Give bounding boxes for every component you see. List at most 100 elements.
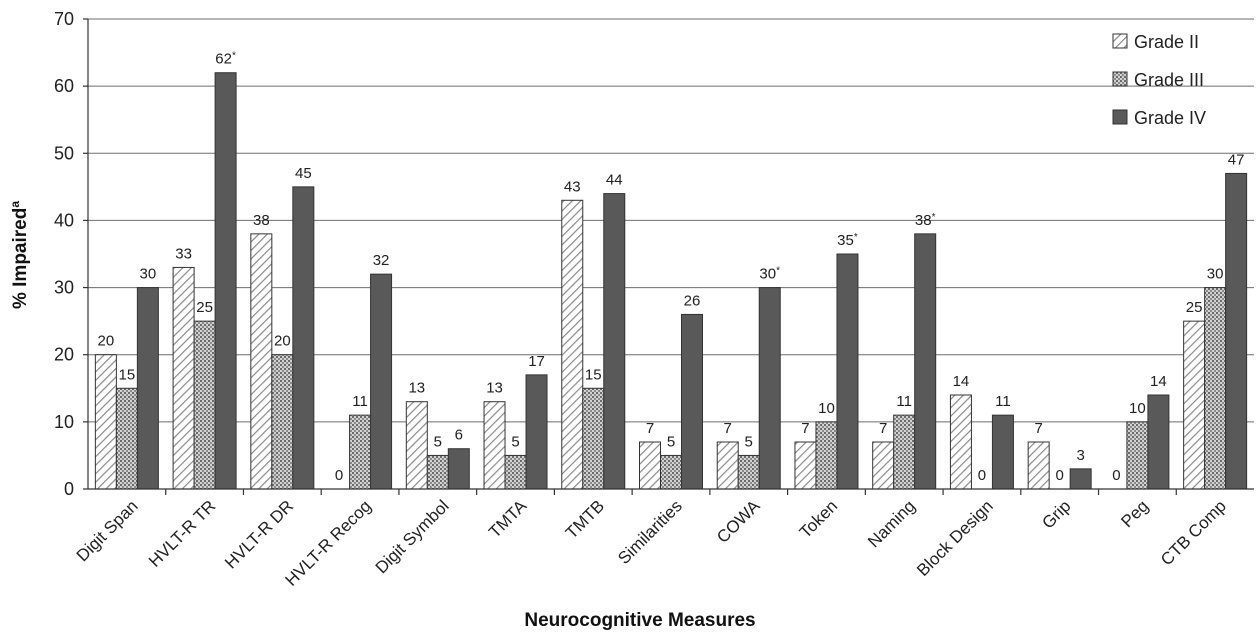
x-category-label: HVLT-R TR — [145, 496, 219, 570]
x-category-label: TMTB — [562, 496, 608, 542]
bar — [447, 448, 470, 490]
y-tick-label: 30 — [54, 278, 74, 298]
bar — [603, 193, 626, 490]
y-axis-title-superscript: a — [8, 201, 22, 208]
data-label: 0 — [1055, 467, 1063, 484]
data-label: 38* — [915, 211, 936, 229]
bar — [1183, 320, 1206, 490]
data-label: 43 — [564, 178, 581, 195]
bar — [136, 287, 159, 490]
y-axis-ticks: 0 10 20 30 40 50 60 70 — [54, 9, 88, 499]
bar — [893, 414, 916, 490]
data-label: 0 — [1112, 467, 1120, 484]
x-category-label: Block Design — [913, 496, 997, 580]
bar — [271, 354, 294, 490]
bar — [815, 421, 838, 490]
y-axis-title-main: % Impaired — [10, 208, 31, 309]
legend-swatch — [1112, 33, 1128, 49]
bar — [949, 394, 972, 490]
legend-label: Grade IV — [1134, 108, 1206, 128]
data-label: 7 — [646, 420, 654, 437]
bar — [292, 186, 315, 490]
data-label: 14 — [1150, 373, 1167, 390]
bar — [250, 233, 273, 490]
data-label: 20 — [274, 333, 291, 350]
bar — [716, 441, 739, 490]
data-label: 30 — [140, 266, 157, 283]
x-category-label: Peg — [1117, 496, 1152, 531]
bar — [525, 374, 548, 490]
bar — [914, 233, 937, 490]
bar — [758, 287, 781, 490]
data-label: 30* — [759, 265, 780, 283]
legend-label: Grade III — [1134, 70, 1204, 90]
data-label: 11 — [995, 393, 1011, 410]
bar — [639, 441, 661, 490]
data-label: 5 — [434, 433, 442, 450]
data-label: 10 — [1129, 400, 1146, 417]
data-label: 7 — [801, 420, 809, 437]
data-label: 0 — [978, 467, 986, 484]
bar — [483, 401, 506, 490]
bar — [370, 273, 393, 490]
x-axis-title: Neurocognitive Measures — [524, 610, 755, 631]
bar — [1225, 172, 1248, 490]
bar — [426, 454, 449, 490]
legend-swatch — [1112, 109, 1128, 125]
data-label: 26 — [684, 292, 701, 309]
bar — [193, 320, 216, 490]
data-label: 5 — [745, 433, 753, 450]
bar — [872, 441, 895, 490]
bar — [1027, 441, 1050, 490]
data-label: 11 — [896, 393, 912, 410]
legend-label: Grade II — [1134, 32, 1199, 52]
x-category-label: HVLT-R DR — [221, 496, 297, 572]
y-tick-label: 70 — [54, 9, 74, 29]
bar — [504, 454, 527, 490]
data-label: 7 — [724, 420, 732, 437]
data-label: 13 — [408, 380, 425, 397]
bar — [172, 266, 195, 490]
data-label: 15 — [119, 366, 136, 383]
x-category-label: CTB Comp — [1157, 496, 1230, 569]
data-label: 7 — [879, 420, 887, 437]
data-label: 6 — [455, 427, 463, 444]
x-category-label: Digit Span — [73, 496, 142, 565]
data-label: 44 — [606, 172, 623, 189]
data-label: 3 — [1076, 447, 1084, 464]
x-category-label: Naming — [864, 496, 919, 551]
data-label: 11 — [352, 393, 368, 410]
bar — [1069, 468, 1092, 490]
bar — [94, 354, 117, 490]
bar — [991, 414, 1014, 490]
y-tick-label: 50 — [54, 143, 74, 163]
data-label: 47 — [1228, 151, 1245, 168]
data-label: 33 — [175, 245, 192, 262]
data-label: 10 — [818, 400, 835, 417]
data-label: 25 — [1186, 299, 1203, 316]
y-tick-label: 10 — [54, 412, 74, 432]
data-label: 30 — [1207, 266, 1224, 283]
y-tick-label: 20 — [54, 345, 74, 365]
bar — [836, 253, 859, 490]
data-label: 0 — [335, 467, 343, 484]
legend: Grade II Grade III Grade IV — [1112, 32, 1206, 128]
data-label: 35* — [837, 232, 858, 250]
legend-swatch — [1112, 71, 1128, 87]
data-label: 20 — [98, 333, 115, 350]
bar — [1204, 287, 1227, 490]
bar — [349, 414, 372, 490]
bar — [660, 454, 682, 490]
bar — [582, 387, 605, 490]
data-label: 5 — [511, 433, 519, 450]
data-label: 17 — [528, 353, 545, 370]
data-label: 45 — [295, 165, 312, 182]
x-category-label: Similarities — [614, 496, 686, 568]
x-category-label: COWA — [713, 496, 764, 547]
bar — [115, 387, 138, 490]
x-category-label: Digit Symbol — [372, 496, 453, 577]
x-category-label: Token — [796, 496, 842, 542]
y-tick-label: 40 — [54, 210, 74, 230]
